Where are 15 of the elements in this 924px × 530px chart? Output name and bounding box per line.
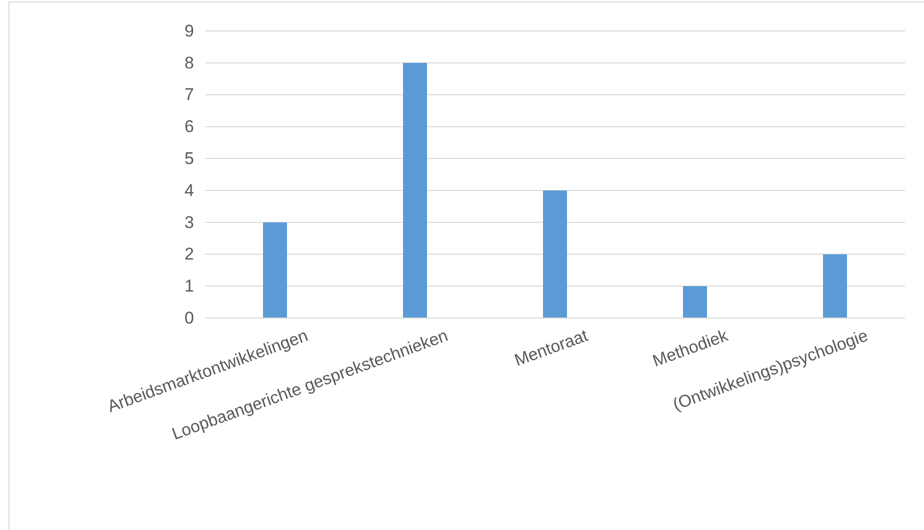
y-tick-label: 8	[184, 53, 194, 72]
y-tick-label: 1	[184, 276, 194, 296]
y-tick-label: 5	[184, 148, 194, 168]
y-tick-label: 3	[184, 212, 194, 232]
bar	[263, 222, 287, 318]
bar	[543, 190, 567, 318]
bar	[823, 254, 847, 318]
bar	[403, 62, 427, 318]
bar	[683, 286, 707, 318]
y-tick-label: 9	[184, 21, 194, 40]
y-tick-label: 7	[184, 85, 194, 104]
y-tick-label: 4	[184, 180, 194, 200]
y-tick-label: 6	[184, 117, 194, 136]
y-tick-label: 0	[184, 308, 194, 328]
y-tick-label: 2	[184, 244, 194, 264]
